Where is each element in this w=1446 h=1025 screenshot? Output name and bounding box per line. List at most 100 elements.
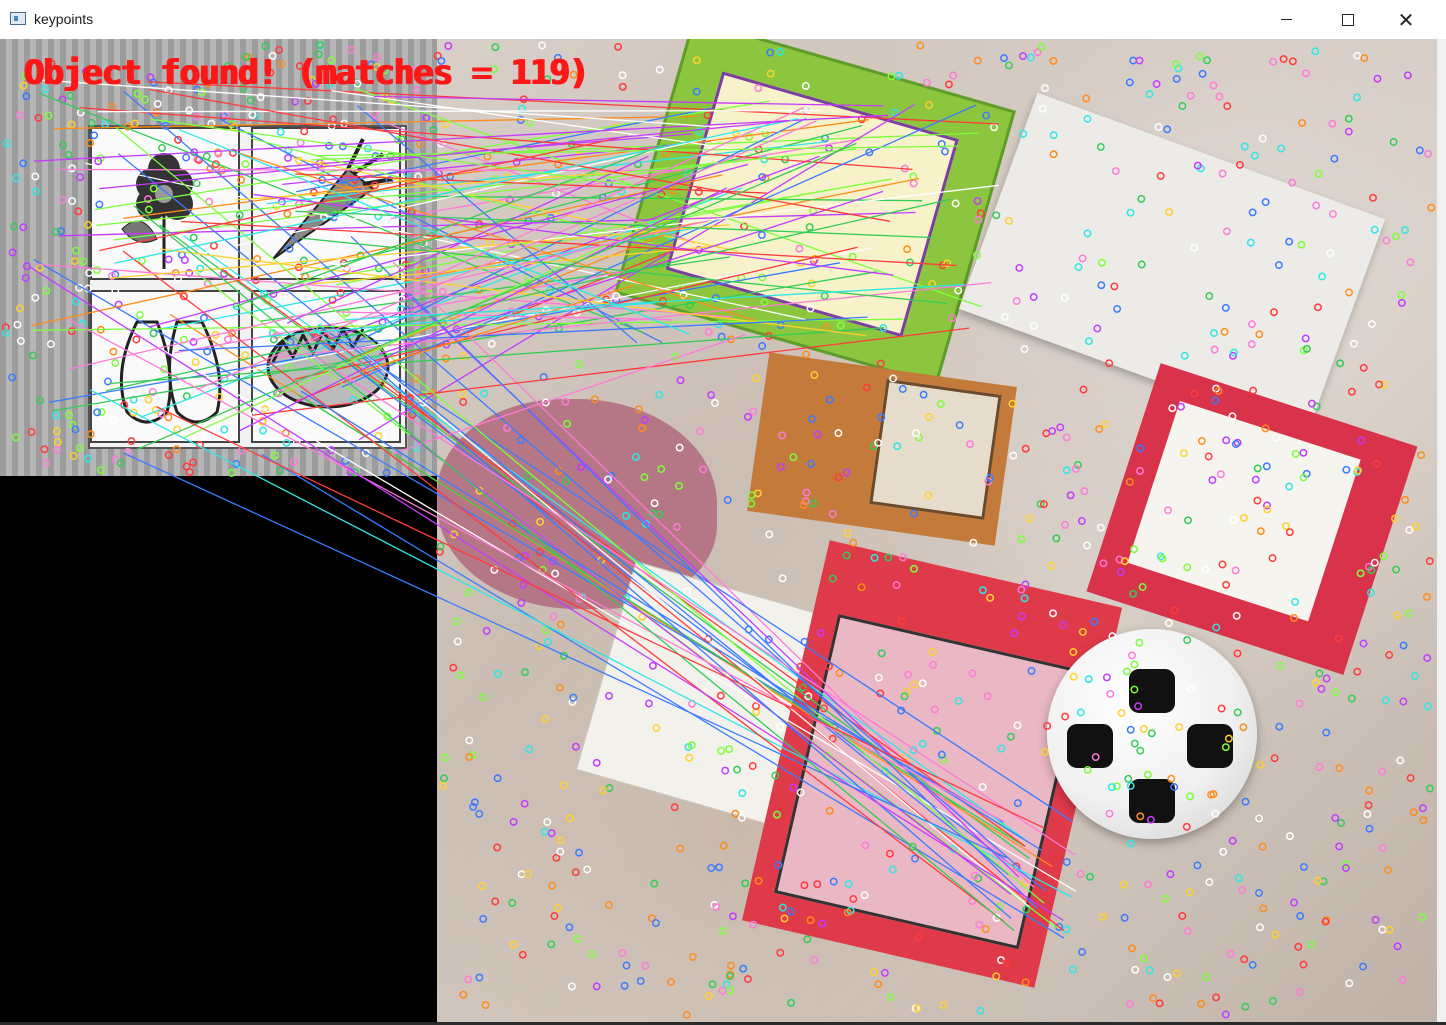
keypoint-marker	[908, 842, 917, 851]
keypoint-marker	[1335, 842, 1344, 851]
keypoint-marker	[1126, 839, 1135, 848]
keypoint-marker	[475, 809, 484, 818]
match-line	[150, 118, 634, 187]
keypoint-marker	[1274, 261, 1283, 270]
keypoint-marker	[842, 551, 851, 560]
keypoint-marker	[353, 79, 362, 88]
keypoint-marker	[766, 48, 775, 57]
keypoint-marker	[972, 251, 981, 260]
keypoint-marker	[1378, 925, 1387, 934]
minimize-button[interactable]	[1263, 0, 1309, 39]
match-line	[85, 162, 806, 321]
keypoint-marker	[149, 184, 158, 193]
keypoint-marker	[1230, 348, 1238, 357]
keypoint-marker	[53, 438, 62, 447]
match-line	[295, 210, 932, 239]
keypoint-marker	[1128, 651, 1136, 660]
keypoint-marker	[228, 329, 236, 337]
keypoint-marker	[1076, 708, 1085, 717]
keypoint-marker	[1341, 864, 1350, 872]
keypoint-marker	[1311, 47, 1320, 56]
keypoint-marker	[1066, 491, 1075, 500]
close-icon: ✕	[1397, 7, 1415, 32]
keypoint-marker	[210, 241, 218, 250]
keypoint-marker	[271, 451, 279, 460]
keypoint-marker	[870, 553, 879, 562]
keypoint-marker	[1125, 1000, 1134, 1009]
keypoint-marker	[164, 413, 173, 422]
keypoint-marker	[682, 1011, 691, 1019]
keypoint-marker	[555, 683, 564, 692]
keypoint-marker	[688, 952, 697, 961]
close-button[interactable]: ✕	[1383, 0, 1429, 39]
maximize-button[interactable]	[1325, 0, 1371, 39]
keypoint-marker	[567, 982, 576, 991]
keypoint-marker	[1038, 104, 1047, 113]
keypoint-marker	[519, 580, 528, 589]
keypoint-marker	[1168, 404, 1177, 413]
keypoint-marker	[1228, 412, 1237, 421]
keypoint-marker	[1301, 334, 1310, 343]
keypoint-marker	[520, 799, 529, 808]
keypoint-marker	[925, 101, 934, 109]
keypoint-marker	[1097, 258, 1106, 267]
keypoint-marker	[1359, 363, 1368, 372]
keypoint-marker	[949, 71, 958, 80]
keypoint-marker	[1061, 520, 1070, 529]
keypoint-marker	[898, 385, 907, 393]
keypoint-marker	[1036, 500, 1045, 509]
keypoint-marker	[642, 519, 650, 528]
keypoint-marker	[1270, 308, 1278, 317]
keypoint-marker	[1124, 774, 1133, 783]
keypoint-marker	[849, 538, 858, 547]
keypoint-marker	[604, 475, 613, 484]
keypoint-marker	[634, 405, 643, 414]
keypoint-marker	[42, 286, 51, 295]
keypoint-marker	[542, 626, 551, 635]
keypoint-marker	[760, 155, 769, 164]
keypoint-marker	[44, 111, 53, 120]
keypoint-marker	[67, 327, 76, 336]
keypoint-marker	[412, 444, 421, 452]
match-line	[397, 107, 804, 293]
keypoint-marker	[1197, 999, 1206, 1008]
keypoint-marker	[1060, 293, 1069, 302]
keypoint-marker	[1136, 812, 1145, 821]
object-found-status: Object found! (matches = 119)	[24, 53, 590, 93]
keypoint-marker	[796, 788, 805, 797]
keypoint-marker	[843, 529, 852, 538]
keypoint-marker	[913, 1004, 922, 1013]
match-line	[373, 95, 884, 107]
match-line	[253, 327, 970, 416]
keypoint-marker	[877, 413, 886, 422]
keypoint-marker	[937, 139, 946, 148]
keypoint-marker	[1228, 836, 1237, 845]
keypoint-marker	[203, 347, 212, 356]
keypoint-marker	[1052, 534, 1061, 543]
keypoint-marker	[1296, 912, 1305, 920]
keypoint-marker	[517, 870, 526, 879]
keypoint-marker	[1113, 304, 1122, 313]
keypoint-marker	[1048, 427, 1057, 436]
match-line	[196, 120, 817, 391]
keypoint-marker	[133, 89, 142, 98]
keypoint-marker	[758, 342, 767, 350]
keypoint-marker	[1423, 654, 1432, 662]
keypoint-marker	[1130, 660, 1139, 669]
keypoint-marker	[311, 79, 320, 88]
keypoint-marker	[916, 41, 925, 50]
keypoint-marker	[1342, 465, 1351, 474]
keypoint-marker	[943, 259, 952, 268]
keypoint-marker	[416, 140, 424, 148]
keypoint-marker	[70, 257, 79, 266]
keypoint-marker	[1353, 466, 1362, 475]
keypoint-marker	[1110, 282, 1119, 291]
keypoint-marker	[612, 291, 621, 300]
keypoint-marker	[655, 510, 664, 519]
match-line	[261, 453, 1065, 939]
keypoint-marker	[1385, 925, 1394, 934]
keypoint-marker	[1203, 56, 1212, 65]
keypoint-marker	[877, 649, 886, 658]
keypoint-marker	[1186, 792, 1195, 801]
keypoint-marker	[1370, 558, 1379, 567]
